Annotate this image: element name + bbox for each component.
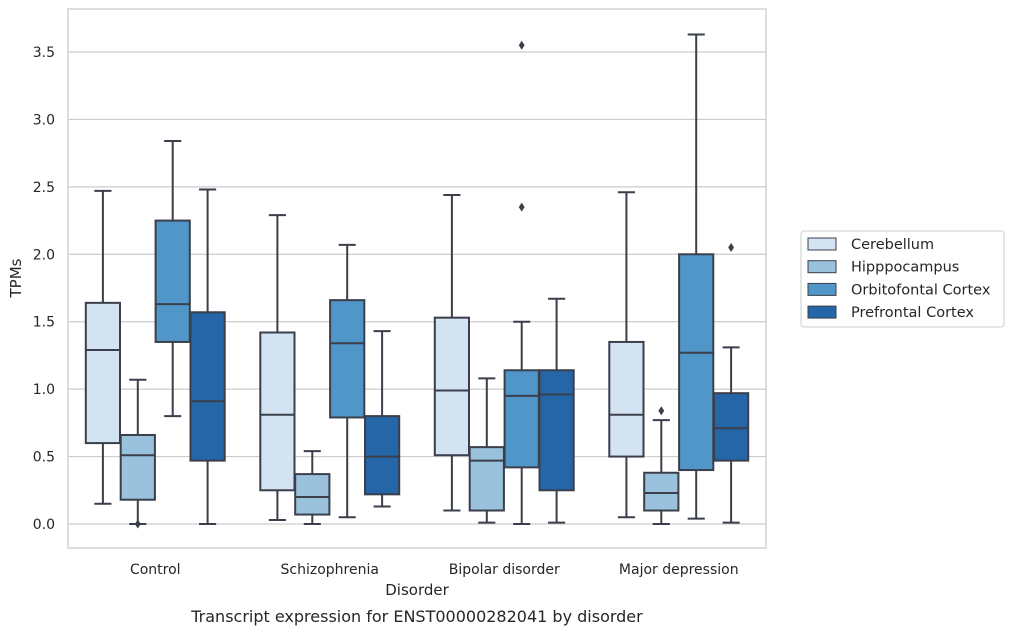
y-tick-label: 2.5 (33, 180, 55, 196)
box-series (84, 33, 750, 529)
box-prefrontal-cortex (712, 243, 750, 524)
legend-label: Cerebellum (851, 237, 934, 253)
legend-swatch (807, 260, 837, 274)
iqr-box (468, 446, 505, 512)
legend-label: Hipppocampus (851, 260, 959, 276)
iqr-box (503, 369, 540, 469)
box-hipppocampus (468, 377, 505, 524)
legend: Cerebellum Hipppocampus Orbitofontal Corte… (800, 230, 1005, 328)
outlier-point (728, 243, 735, 253)
iqr-box (712, 392, 750, 462)
legend-frame (800, 230, 1005, 328)
iqr-box (433, 316, 471, 457)
iqr-box (608, 340, 645, 458)
iqr-box (329, 299, 366, 419)
chart-caption: Transcript expression for ENST0000028204… (190, 607, 643, 626)
outlier-point (658, 406, 665, 416)
y-tick-label: 0.5 (33, 450, 55, 466)
box-prefrontal-cortex (538, 297, 575, 524)
box-prefrontal-cortex (363, 330, 401, 508)
legend-label: Orbitofontal Cortex (851, 282, 991, 298)
x-tick-label: Control (130, 562, 181, 578)
x-axis-ticks: Control Schizophrenia Bipolar disorder Majo… (130, 562, 739, 578)
iqr-box (538, 369, 575, 492)
iqr-box (84, 301, 122, 445)
legend-item: Hipppocampus (807, 260, 959, 276)
legend-item: Cerebellum (807, 237, 934, 253)
x-axis-title: Disorder (385, 581, 449, 599)
box-orbitofontal-cortex (678, 33, 715, 520)
box-cerebellum (259, 214, 296, 521)
iqr-box (119, 433, 156, 501)
outlier-point (518, 40, 525, 50)
x-tick-label: Schizophrenia (281, 562, 379, 578)
box-hipppocampus (119, 378, 156, 529)
y-tick-label: 2.0 (33, 247, 55, 263)
legend-swatch (807, 282, 837, 296)
iqr-box (294, 473, 331, 516)
iqr-box (643, 471, 680, 512)
y-tick-label: 1.5 (33, 315, 55, 331)
y-axis-title: TPMs (7, 258, 25, 298)
legend-item: Orbitofontal Cortex (807, 282, 991, 298)
iqr-box (189, 311, 226, 462)
box-orbitofontal-cortex (329, 243, 366, 519)
box-hipppocampus (294, 450, 331, 525)
x-tick-label: Bipolar disorder (449, 562, 560, 578)
y-tick-label: 3.0 (33, 112, 55, 128)
box-prefrontal-cortex (189, 188, 226, 525)
y-axis-ticks: 0.0 0.5 1.0 1.5 2.0 2.5 3.0 3.5 (33, 45, 55, 533)
legend-swatch (807, 237, 837, 251)
box-cerebellum (84, 189, 122, 505)
outlier-point (518, 202, 525, 212)
iqr-box (259, 331, 296, 492)
legend-swatch (807, 305, 837, 319)
iqr-box (154, 219, 191, 343)
box-cerebellum (433, 193, 471, 512)
box-orbitofontal-cortex (154, 140, 191, 418)
y-tick-label: 0.0 (33, 517, 55, 533)
box-cerebellum (608, 191, 645, 519)
legend-item: Prefrontal Cortex (807, 305, 974, 321)
outlier-point (134, 519, 141, 529)
x-tick-label: Major depression (619, 562, 739, 578)
legend-label: Prefrontal Cortex (851, 305, 974, 321)
y-tick-label: 3.5 (33, 45, 55, 61)
box-hipppocampus (643, 406, 680, 525)
iqr-box (678, 253, 715, 472)
y-tick-label: 1.0 (33, 382, 55, 398)
plot-frame (67, 8, 767, 549)
box-orbitofontal-cortex (503, 40, 540, 525)
iqr-box (363, 415, 401, 496)
